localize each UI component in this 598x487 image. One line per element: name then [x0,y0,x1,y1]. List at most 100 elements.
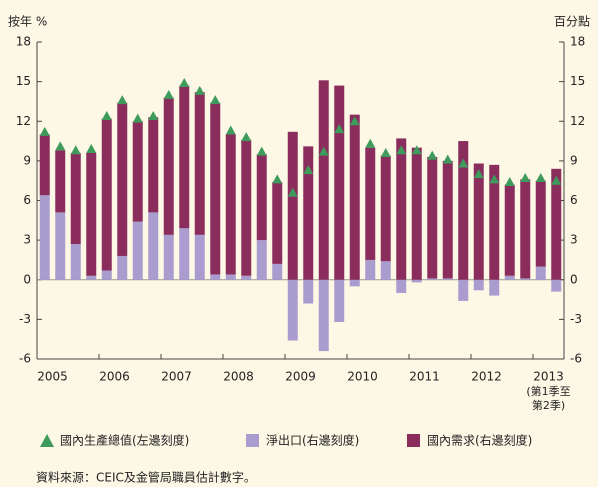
bar-domestic-demand [117,102,128,256]
gdp-marker [489,174,500,184]
bar-net-exports [411,279,422,283]
y-axis-label: 按年 % [8,15,47,29]
x-tick-label: 2008 [223,370,254,384]
bar-net-exports [272,263,283,280]
bar-domestic-demand [287,131,298,280]
gdp-marker [194,85,205,95]
gdp-marker [101,110,112,120]
gdp-marker [148,110,159,120]
legend-label: 國內需求(右邊刻度) [427,433,532,448]
bar-net-exports [365,259,376,280]
x-tick-label: 2012 [471,370,502,384]
bar-net-exports [504,275,515,280]
bar-net-exports [442,278,453,280]
bar-domestic-demand [442,160,453,279]
bar-net-exports [163,234,174,280]
gdp-marker [163,89,174,99]
y-tick-label: 18 [16,35,31,49]
bar-net-exports [349,279,360,287]
bar-domestic-demand [256,154,267,241]
gdp-marker [287,187,298,197]
bar-net-exports [179,228,190,280]
bar-net-exports [535,266,546,280]
bar-domestic-demand [86,152,97,276]
gdp-marker [365,138,376,148]
gdp-marker [132,113,143,123]
gdp-marker [179,77,190,87]
bar-domestic-demand [225,134,236,275]
y2-tick-label: 6 [570,193,578,207]
bar-domestic-demand [380,155,391,262]
gdp-marker [210,95,221,105]
bar-domestic-demand [349,114,360,280]
x-tick-label: 2006 [99,370,130,384]
gdp-marker [427,150,438,160]
y-tick-label: -3 [19,312,31,326]
y-tick-label: 15 [16,74,31,88]
bar-domestic-demand [70,152,81,245]
gdp-marker [458,158,469,168]
y2-tick-label: 0 [570,272,578,286]
legend-swatch [407,434,420,447]
bar-net-exports [427,278,438,280]
bar-domestic-demand [489,164,500,280]
gdp-marker [411,145,422,155]
gdp-marker [473,169,484,179]
bar-domestic-demand [241,139,252,276]
legend-label: 淨出口(右邊刻度) [266,433,359,448]
bar-domestic-demand [520,179,531,279]
bar-net-exports [318,279,329,352]
gdp-marker [272,174,283,184]
gdp-marker [117,95,128,105]
bar-net-exports [70,244,81,280]
bar-net-exports [520,278,531,280]
bar-domestic-demand [504,184,515,276]
bar-domestic-demand [365,147,376,260]
y2-axis-label: 百分點 [554,15,590,29]
y-tick-label: 0 [23,272,31,286]
bar-domestic-demand [194,92,205,235]
annotation: 第2季) [532,398,565,412]
bar-domestic-demand [39,134,50,196]
gdp-marker [303,165,314,175]
bar-net-exports [489,279,500,296]
bar-domestic-demand [210,102,221,275]
bar-net-exports [287,279,298,341]
y2-tick-label: -3 [570,312,582,326]
y2-tick-label: -6 [570,352,582,366]
source: 資料來源：CEIC及金管局職員估計數字。 [36,470,256,485]
bar-domestic-demand [473,163,484,280]
gdp-marker [349,116,360,126]
y2-tick-label: 12 [570,114,585,128]
gdp-marker [318,146,329,156]
x-tick-label: 2010 [347,370,378,384]
bar-net-exports [241,275,252,280]
bar-domestic-demand [411,147,422,280]
y-tick-label: 9 [23,153,31,167]
y2-tick-label: 18 [570,35,585,49]
gdp-marker [551,175,562,185]
bar-net-exports [194,234,205,280]
bar-net-exports [225,274,236,280]
bar-net-exports [132,221,143,280]
x-tick-label: 2005 [37,370,68,384]
bar-domestic-demand [334,85,345,280]
bar-domestic-demand [303,146,314,280]
bar-domestic-demand [55,150,66,213]
gdp-marker [504,177,515,187]
y2-tick-label: 9 [570,153,578,167]
x-tick-label: 2013 [533,370,564,384]
y2-tick-label: 15 [570,74,585,88]
bar-domestic-demand [179,85,190,229]
bar-domestic-demand [318,80,329,280]
bar-net-exports [303,279,314,304]
bar-net-exports [39,195,50,280]
bar-net-exports [396,279,407,293]
y-tick-label: 6 [23,193,31,207]
annotation: (第1季至 [526,384,570,398]
bar-domestic-demand [132,121,143,222]
bar-net-exports [458,279,469,301]
bar-domestic-demand [535,180,546,267]
bar-domestic-demand [163,97,174,235]
